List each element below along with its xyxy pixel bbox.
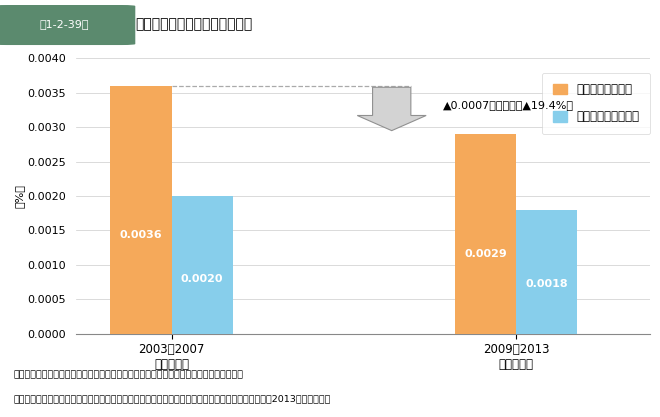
Text: 0.0029: 0.0029 — [464, 249, 507, 259]
Text: 0.0018: 0.0018 — [525, 279, 568, 289]
Text: （注）各開業企業の売上高が当該開業の所属する産業における売上高に占める割合を平均したもの。2013年時点の値。: （注）各開業企業の売上高が当該開業の所属する産業における売上高に占める割合を平均… — [13, 394, 331, 403]
Bar — [110, 86, 172, 334]
Text: ▲0.0007ポイント（▲19.4%）: ▲0.0007ポイント（▲19.4%） — [444, 100, 574, 111]
Bar — [172, 196, 233, 334]
Text: 資料：独立行政法人経済産業研究所「中小企業の新陳代謝に関する分析に係る委託事業」: 資料：独立行政法人経済産業研究所「中小企業の新陳代謝に関する分析に係る委託事業」 — [13, 370, 243, 379]
Legend: プラスの参入効果, マイナスの参入効果: プラスの参入効果, マイナスの参入効果 — [542, 73, 650, 134]
Bar — [516, 210, 578, 334]
Bar — [455, 134, 516, 334]
Text: 0.0036: 0.0036 — [119, 229, 162, 239]
Polygon shape — [357, 87, 426, 131]
Text: 第1-2-39図: 第1-2-39図 — [40, 19, 90, 29]
Text: 0.0020: 0.0020 — [181, 274, 224, 284]
Y-axis label: （%）: （%） — [15, 184, 24, 208]
FancyBboxPatch shape — [0, 5, 135, 45]
Text: 開業企業の市場シェアの推移: 開業企業の市場シェアの推移 — [135, 17, 253, 31]
